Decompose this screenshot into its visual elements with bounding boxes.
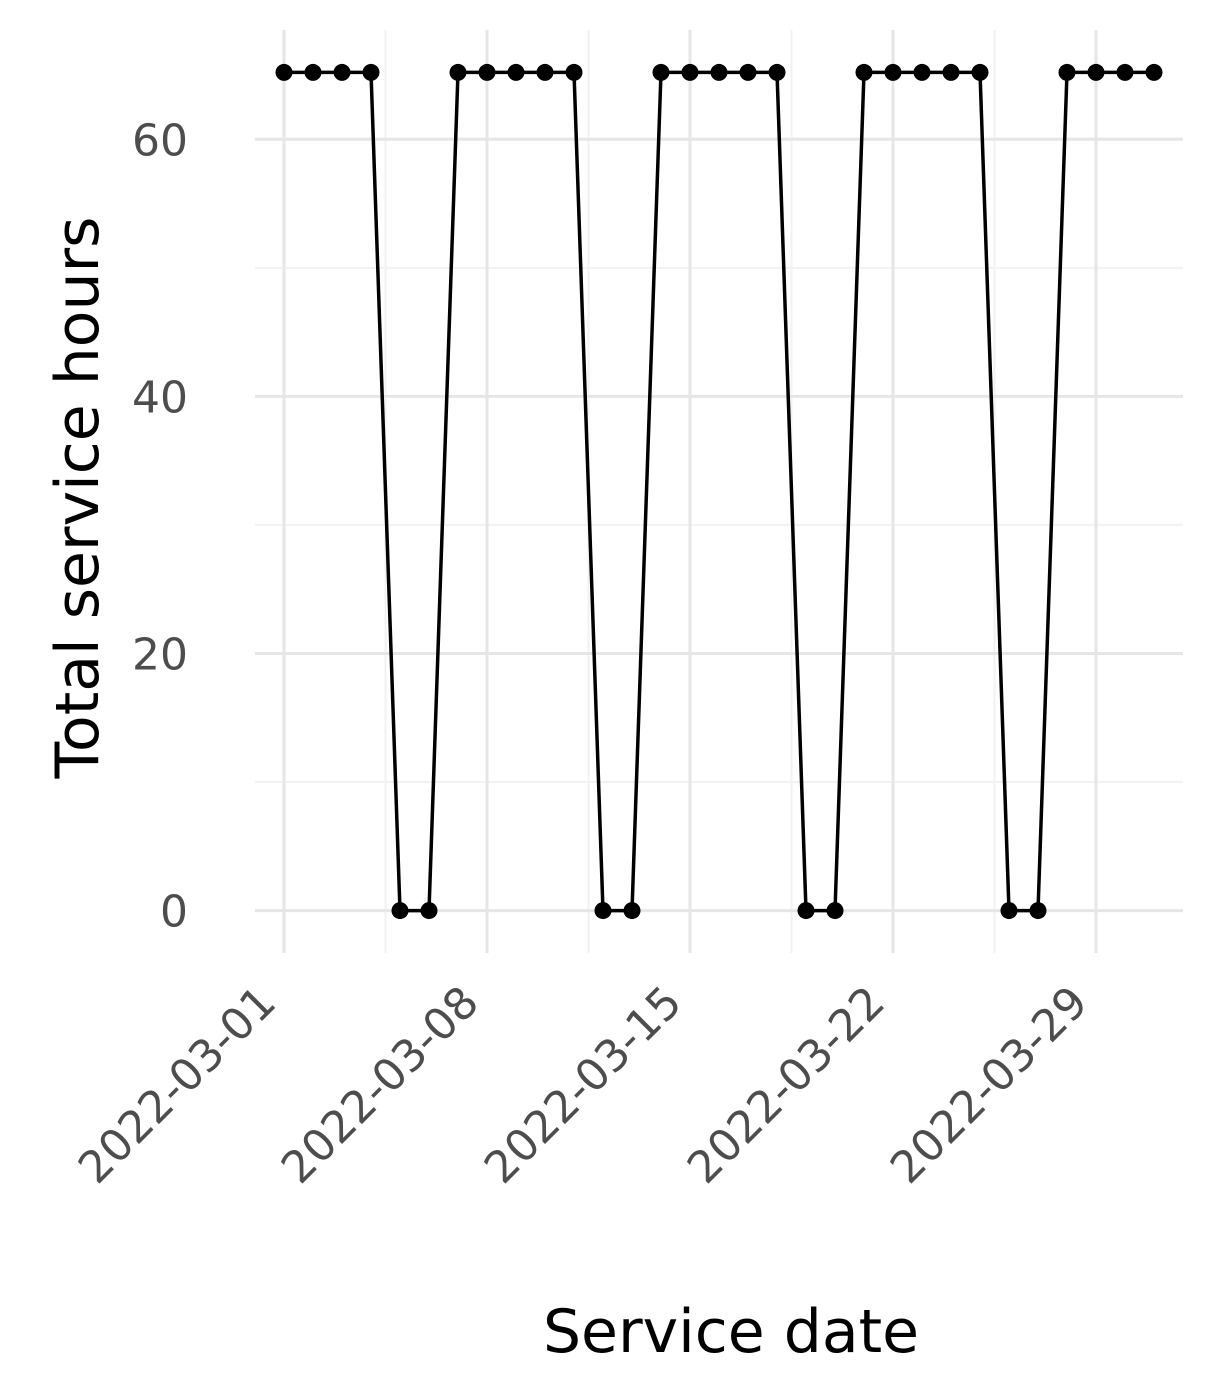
x-tick-label: 2022-03-29 (881, 977, 1098, 1194)
data-point (1087, 63, 1105, 81)
x-tick-label: 2022-03-08 (272, 977, 489, 1194)
data-point (478, 63, 496, 81)
x-tick-label: 2022-03-22 (678, 977, 895, 1194)
y-tick-label: 20 (132, 629, 188, 680)
data-point (507, 63, 525, 81)
y-axis-title: Total service hours (43, 217, 113, 780)
major-gridlines (255, 30, 1183, 953)
y-axis-tick-labels: 0 20 40 60 (132, 115, 188, 937)
data-point (710, 63, 728, 81)
data-point (565, 63, 583, 81)
data-point (971, 63, 989, 81)
data-point (739, 63, 757, 81)
minor-gridlines (255, 30, 1183, 953)
x-axis-title: Service date (543, 1297, 919, 1367)
data-point (623, 902, 641, 920)
data-point (797, 902, 815, 920)
data-point (333, 63, 351, 81)
data-point (594, 902, 612, 920)
data-point (1000, 902, 1018, 920)
data-point (826, 902, 844, 920)
x-tick-label: 2022-03-15 (475, 977, 692, 1194)
data-point (1058, 63, 1076, 81)
y-tick-label: 40 (132, 372, 188, 423)
data-point (275, 63, 293, 81)
y-tick-label: 60 (132, 115, 188, 166)
data-point (1145, 63, 1163, 81)
data-point (855, 63, 873, 81)
series-layer (275, 63, 1163, 920)
data-point (942, 63, 960, 81)
data-point (420, 902, 438, 920)
y-tick-label: 0 (160, 887, 188, 938)
data-point (681, 63, 699, 81)
data-point (362, 63, 380, 81)
data-point (913, 63, 931, 81)
data-point (449, 63, 467, 81)
data-point (652, 63, 670, 81)
series-line (284, 70, 1154, 913)
data-point (304, 63, 322, 81)
data-point (768, 63, 786, 81)
x-axis-tick-labels: 2022-03-012022-03-082022-03-152022-03-22… (69, 977, 1098, 1194)
data-point (1116, 63, 1134, 81)
data-point (391, 902, 409, 920)
data-point (1029, 902, 1047, 920)
data-point (536, 63, 554, 81)
data-point (884, 63, 902, 81)
x-tick-label: 2022-03-01 (69, 977, 286, 1194)
